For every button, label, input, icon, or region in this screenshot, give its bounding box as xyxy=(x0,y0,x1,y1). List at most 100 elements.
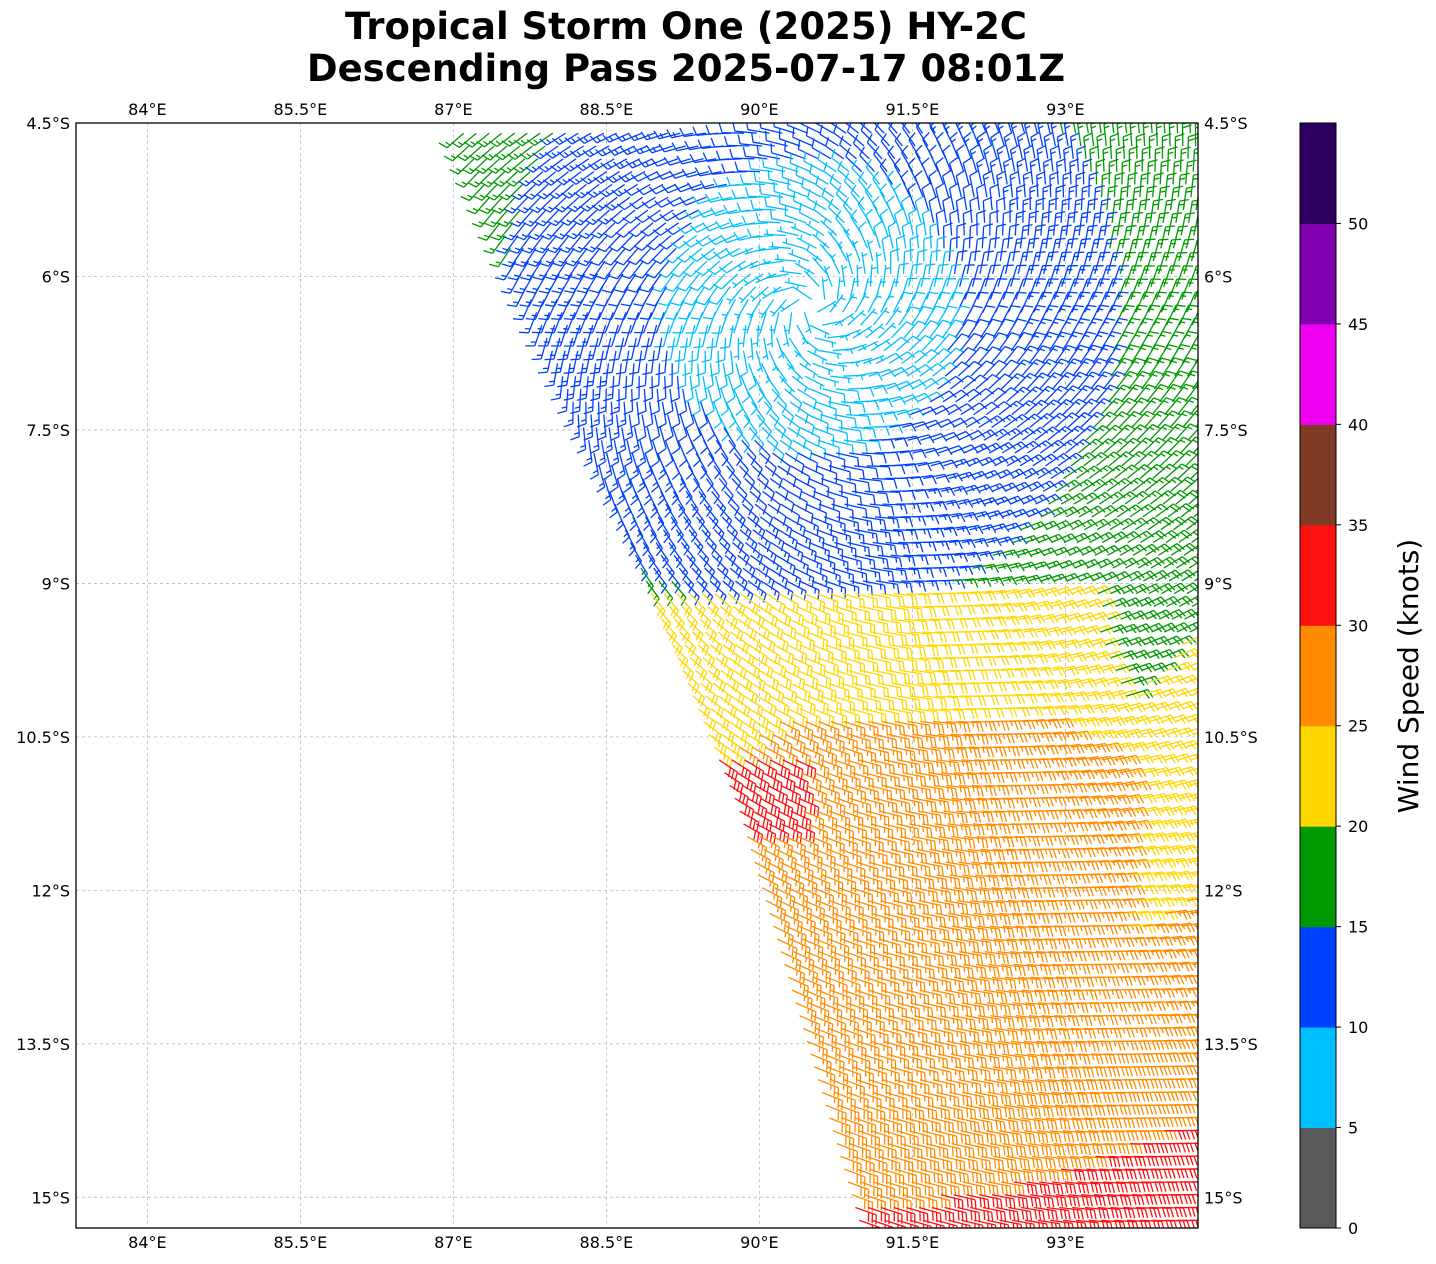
wind-barb xyxy=(891,1155,914,1173)
wind-barb xyxy=(1175,1077,1198,1089)
wind-barb xyxy=(1009,144,1020,172)
wind-barb xyxy=(923,305,946,326)
wind-barb xyxy=(948,759,974,772)
wind-barb xyxy=(708,733,728,757)
wind-barb xyxy=(924,874,948,889)
wind-barb xyxy=(1031,385,1057,403)
wind-barb xyxy=(961,236,974,262)
wind-barb xyxy=(802,938,824,958)
wind-barb xyxy=(925,835,950,850)
wind-barb xyxy=(826,490,849,508)
wind-barb xyxy=(748,363,757,391)
wind-barb xyxy=(727,376,736,404)
wind-barb xyxy=(1117,344,1140,364)
wind-barb xyxy=(945,1078,969,1094)
wind-barb xyxy=(843,172,860,198)
wind-barb xyxy=(650,388,660,416)
wind-barb xyxy=(619,516,631,544)
wind-barb xyxy=(644,427,654,455)
wind-barb xyxy=(1197,1155,1198,1158)
wind-barb xyxy=(985,1040,1010,1055)
wind-barb xyxy=(874,797,898,814)
wind-barb xyxy=(1157,1194,1184,1205)
wind-barb xyxy=(782,759,804,779)
wind-barb xyxy=(1037,466,1065,480)
wind-barb xyxy=(704,363,714,390)
wind-barb xyxy=(1090,663,1118,674)
wind-barb xyxy=(784,205,807,224)
wind-barb xyxy=(1002,183,1013,211)
wind-barb xyxy=(1003,1104,1029,1119)
wind-barb xyxy=(975,668,1002,679)
wind-barb xyxy=(736,202,763,213)
wind-barb xyxy=(800,123,821,134)
wind-barb xyxy=(989,797,1016,809)
wind-barb xyxy=(697,644,715,669)
wind-barb xyxy=(933,263,949,287)
wind-barb xyxy=(1051,371,1076,390)
wind-barb xyxy=(616,478,626,506)
wind-barb xyxy=(741,215,768,226)
wind-barb xyxy=(1175,948,1198,959)
wind-barb xyxy=(1193,512,1198,518)
wind-barb xyxy=(1012,1219,1036,1228)
wind-barb xyxy=(1081,1194,1106,1207)
wind-barb xyxy=(857,1040,880,1058)
wind-barb xyxy=(1023,123,1031,147)
wind-barb xyxy=(525,324,543,347)
wind-barb xyxy=(642,350,655,376)
wind-barb xyxy=(918,291,938,313)
wind-barb xyxy=(949,604,976,615)
wind-barb xyxy=(1169,185,1183,211)
wind-barb xyxy=(969,899,995,913)
wind-barb xyxy=(837,1015,859,1033)
wind-barb xyxy=(1185,1026,1198,1030)
wind-barb xyxy=(867,810,890,827)
wind-barb xyxy=(1044,385,1070,403)
wind-barb xyxy=(835,963,857,982)
wind-barb xyxy=(857,951,879,969)
wind-barb xyxy=(1111,781,1139,792)
wind-barb xyxy=(651,440,660,468)
wind-barb xyxy=(743,823,764,845)
wind-barb xyxy=(861,835,884,853)
wind-barb xyxy=(822,669,845,688)
wind-barb xyxy=(541,196,567,213)
wind-barb xyxy=(1036,1130,1062,1143)
wind-barb xyxy=(914,1015,937,1031)
wind-barb xyxy=(718,191,745,202)
wind-barb xyxy=(997,1168,1021,1183)
wind-barb xyxy=(551,132,579,146)
wind-barb xyxy=(946,263,962,287)
wind-barb xyxy=(1055,769,1083,780)
wind-barb xyxy=(1015,278,1034,300)
wind-barb xyxy=(802,401,823,422)
wind-barb xyxy=(1186,586,1198,595)
wind-barb xyxy=(1040,210,1053,236)
wind-barb xyxy=(802,1027,825,1047)
wind-barb xyxy=(1055,1194,1081,1207)
wind-barb xyxy=(881,437,909,447)
wind-barb xyxy=(984,1168,1008,1183)
wind-barb xyxy=(1093,1104,1119,1116)
wind-barb xyxy=(862,797,885,815)
wind-barb xyxy=(865,158,881,185)
wind-barb xyxy=(921,334,947,352)
wind-barb xyxy=(829,899,851,918)
wind-barb xyxy=(757,759,778,781)
wind-barb xyxy=(968,938,993,952)
wind-barb xyxy=(572,209,598,226)
wind-barb xyxy=(989,278,1008,300)
wind-barb xyxy=(1076,532,1104,544)
colorbar-tick-label: 0 xyxy=(1348,1219,1358,1238)
wind-barb xyxy=(1116,211,1131,236)
wind-barb xyxy=(731,273,751,289)
wind-barb xyxy=(1124,715,1152,726)
wind-barb xyxy=(758,388,773,415)
wind-barb xyxy=(890,976,913,993)
wind-barb xyxy=(1112,950,1139,960)
wind-barb xyxy=(856,784,880,802)
wind-barb xyxy=(576,376,589,401)
wind-barb xyxy=(917,682,942,696)
wind-barb xyxy=(1072,358,1096,377)
